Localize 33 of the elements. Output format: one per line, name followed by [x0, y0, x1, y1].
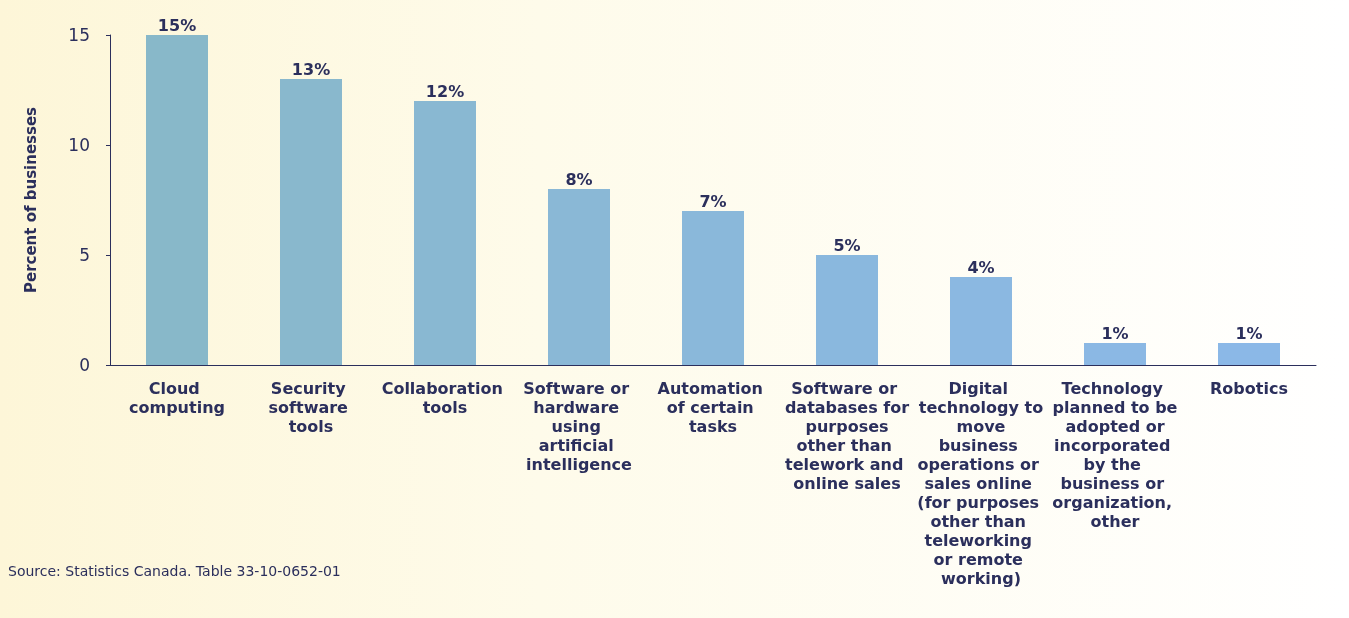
bar	[816, 255, 878, 365]
data-label: 8%	[565, 169, 593, 189]
bar	[682, 211, 744, 365]
bar	[1218, 343, 1280, 365]
data-label: 5%	[833, 235, 861, 255]
bar	[414, 101, 476, 365]
y-tick-label: 10	[68, 135, 90, 155]
data-label: 7%	[699, 191, 727, 211]
x-tick-label: Security software tools	[268, 379, 354, 436]
y-tick-label: 0	[79, 355, 90, 375]
category-label: Digital technology to move business operations or sales online (for purposes other than teleworking or remote working)	[917, 379, 1044, 588]
data-label: 1%	[1101, 323, 1129, 343]
bar	[950, 277, 1012, 365]
x-tick-label: Software or databases for purposes other than telework and online sales	[784, 379, 910, 493]
bar	[280, 79, 342, 365]
bar	[146, 35, 208, 365]
bar	[1084, 343, 1146, 365]
data-label: 13%	[291, 59, 331, 79]
bar	[548, 189, 610, 365]
x-tick-label: Automation of certain tasks	[657, 379, 769, 436]
x-tick-label: Technology planned to be adopted or incorporated by the business or organization, other	[1052, 379, 1178, 531]
y-tick-label: 15	[68, 25, 90, 45]
y-axis-title: Percent of businesses	[21, 106, 40, 294]
y-tick-label: 5	[79, 245, 90, 265]
data-label: 4%	[967, 257, 995, 277]
data-label: 1%	[1235, 323, 1263, 343]
x-tick-label: Robotics	[1210, 379, 1288, 398]
x-tick-label: Software or hardware using artificial intelligence	[523, 379, 635, 474]
data-label: 15%	[157, 15, 197, 35]
data-label: 12%	[425, 81, 465, 101]
x-tick-label: Cloud computing	[129, 379, 225, 417]
source-note: Source: Statistics Canada. Table 33-10-0652-01	[8, 563, 341, 579]
x-tick-label: Collaboration tools	[381, 379, 509, 417]
